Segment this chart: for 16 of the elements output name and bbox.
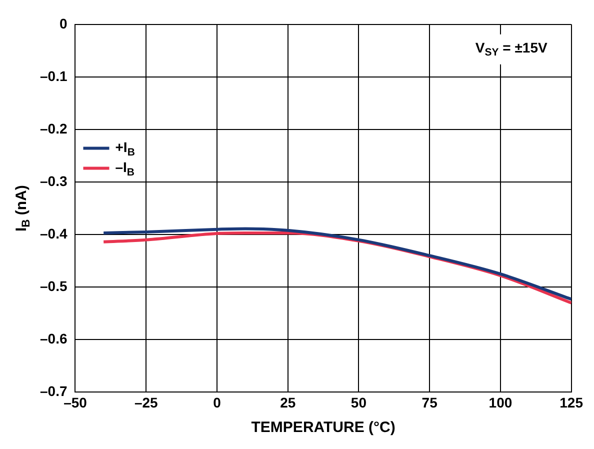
y-tick-label: –0.1 (40, 68, 68, 84)
x-tick-label: 25 (280, 394, 296, 410)
x-tick-label: 50 (350, 394, 367, 410)
y-tick-label: –0.2 (40, 120, 68, 136)
x-axis-title: TEMPERATURE (°C) (251, 419, 396, 436)
y-tick-label: –0.6 (40, 330, 68, 347)
y-tick-label: –0.5 (40, 278, 68, 294)
x-tick-label: 0 (213, 394, 222, 410)
x-tick-label: 75 (422, 394, 438, 410)
x-tick-label: 100 (488, 394, 512, 410)
y-tick-label: –0.4 (40, 225, 68, 242)
x-tick-label: –25 (134, 394, 158, 410)
y-tick-label: –0.3 (40, 172, 68, 189)
y-axis-title: IB (nA) (13, 185, 33, 232)
x-tick-label: 125 (560, 394, 584, 410)
y-tick-label: 0 (59, 15, 68, 32)
